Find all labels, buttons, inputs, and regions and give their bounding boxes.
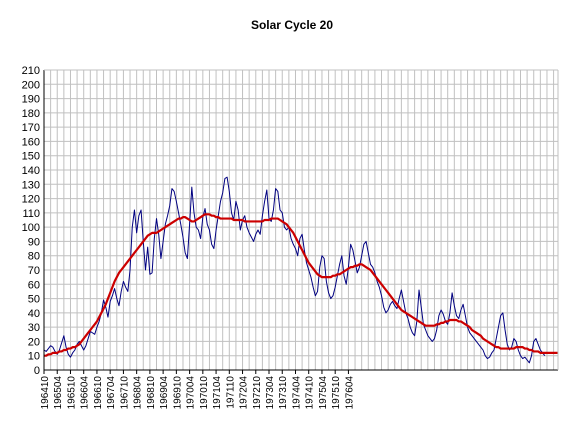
grid-lines bbox=[43, 69, 558, 371]
y-tick-label: 0 bbox=[34, 365, 40, 377]
x-tick-label: 197510 bbox=[331, 376, 342, 410]
y-tick-label: 190 bbox=[22, 94, 40, 106]
x-tick-label: 197104 bbox=[212, 376, 223, 410]
x-tick-label: 197110 bbox=[225, 376, 236, 409]
series-line-monthly bbox=[43, 176, 546, 364]
y-tick-label: 100 bbox=[22, 222, 40, 234]
x-tick-label: 197210 bbox=[252, 376, 263, 410]
y-tick-label: 70 bbox=[28, 265, 40, 277]
y-tick-label: 120 bbox=[22, 194, 40, 206]
y-tick-label: 150 bbox=[22, 151, 40, 163]
x-tick-label: 196504 bbox=[53, 376, 64, 410]
y-tick-label: 10 bbox=[28, 351, 40, 363]
y-tick-label: 30 bbox=[28, 322, 40, 334]
x-tick-label: 196804 bbox=[133, 376, 144, 410]
y-tick-label: 20 bbox=[28, 336, 40, 348]
x-tick-label: 197504 bbox=[318, 376, 329, 410]
x-tick-label: 196710 bbox=[119, 376, 130, 410]
x-tick-label: 197404 bbox=[291, 376, 302, 410]
x-tick-label: 197604 bbox=[344, 376, 355, 410]
x-tick-label: 196510 bbox=[66, 376, 77, 410]
x-tick-label: 197310 bbox=[278, 376, 289, 410]
x-tick-label: 196904 bbox=[159, 376, 170, 410]
y-tick-label: 210 bbox=[22, 65, 40, 77]
x-tick-label: 197204 bbox=[239, 376, 250, 410]
series-group bbox=[43, 176, 558, 364]
y-tick-label: 50 bbox=[28, 294, 40, 306]
y-tick-label: 140 bbox=[22, 165, 40, 177]
x-tick-label: 196704 bbox=[106, 376, 117, 410]
y-tick-label: 90 bbox=[28, 236, 40, 248]
x-axis-ticks: 196410 196504 196510 196604 196610 196704 1967… bbox=[40, 370, 355, 409]
axes bbox=[43, 69, 559, 371]
y-tick-label: 170 bbox=[22, 122, 40, 134]
y-tick-label: 80 bbox=[28, 251, 40, 263]
x-tick-label: 196604 bbox=[80, 376, 91, 410]
y-tick-label: 180 bbox=[22, 108, 40, 120]
x-tick-label: 197004 bbox=[186, 376, 197, 410]
x-tick-label: 196410 bbox=[40, 376, 51, 410]
y-tick-label: 130 bbox=[22, 179, 40, 191]
y-tick-label: 40 bbox=[28, 308, 40, 320]
y-tick-label: 160 bbox=[22, 136, 40, 148]
x-tick-label: 197410 bbox=[305, 376, 316, 410]
y-axis-ticks: 0 10 20 30 40 50 60 70 80 90 100 110 120 130 140 150 160… bbox=[22, 65, 40, 377]
x-tick-label: 197304 bbox=[265, 376, 276, 410]
x-tick-label: 197010 bbox=[199, 376, 210, 410]
x-tick-label: 196910 bbox=[172, 376, 183, 410]
y-tick-label: 110 bbox=[22, 208, 40, 220]
y-tick-label: 60 bbox=[28, 279, 40, 291]
chart-title: Solar Cycle 20 bbox=[250, 18, 334, 32]
x-tick-label: 196810 bbox=[146, 376, 157, 410]
series-line-smoothed bbox=[44, 213, 558, 357]
x-tick-label: 196610 bbox=[93, 376, 104, 410]
y-tick-label: 200 bbox=[22, 79, 40, 91]
